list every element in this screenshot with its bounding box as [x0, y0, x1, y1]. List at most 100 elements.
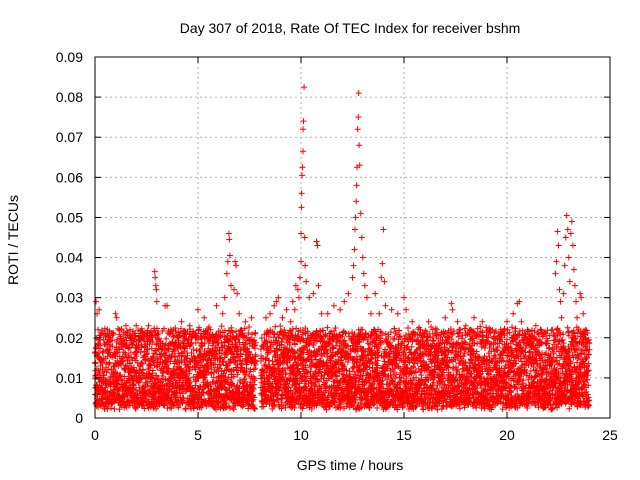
data-point	[264, 351, 271, 358]
data-point	[207, 383, 214, 390]
data-point	[142, 356, 149, 363]
data-point	[109, 329, 116, 336]
data-point	[252, 339, 259, 346]
data-point	[106, 360, 113, 367]
chart-title: Day 307 of 2018, Rate Of TEC Index for r…	[180, 20, 521, 36]
data-point	[229, 329, 236, 336]
data-point	[186, 379, 193, 386]
data-point	[170, 333, 177, 340]
data-point	[119, 344, 126, 351]
data-point	[249, 331, 256, 338]
data-point	[161, 342, 168, 349]
data-point	[106, 347, 113, 354]
data-point	[292, 401, 299, 408]
data-point	[264, 327, 271, 334]
data-point	[291, 349, 298, 356]
data-point	[291, 341, 298, 348]
data-point	[149, 339, 156, 346]
data-point	[296, 384, 303, 391]
data-point	[287, 387, 294, 394]
data-point	[320, 327, 327, 334]
data-point	[241, 379, 248, 386]
data-point	[143, 351, 150, 358]
data-point	[276, 387, 283, 394]
data-point	[291, 404, 298, 411]
data-point	[166, 404, 173, 411]
data-point	[334, 338, 341, 345]
data-point	[133, 353, 140, 360]
data-point	[299, 405, 306, 412]
data-point	[165, 345, 172, 352]
data-point	[182, 406, 189, 413]
data-point	[330, 331, 337, 338]
data-point	[313, 338, 320, 345]
data-point	[343, 372, 350, 379]
data-point	[111, 405, 118, 412]
data-point	[242, 389, 249, 396]
data-point	[126, 344, 133, 351]
data-point	[132, 405, 139, 412]
data-point	[234, 347, 241, 354]
data-point	[148, 345, 155, 352]
data-point	[118, 361, 125, 368]
data-point	[169, 351, 176, 358]
data-point	[234, 371, 241, 378]
data-point	[295, 369, 302, 376]
data-point	[144, 327, 151, 334]
data-point	[358, 404, 365, 411]
data-point	[99, 359, 106, 366]
data-point	[128, 354, 135, 361]
data-point	[250, 366, 257, 373]
data-point	[156, 335, 163, 342]
data-point	[129, 342, 136, 349]
data-point	[262, 362, 269, 368]
data-point	[126, 360, 133, 367]
data-point	[184, 352, 191, 359]
data-point	[278, 341, 285, 348]
data-point	[269, 358, 276, 365]
data-point	[95, 353, 102, 360]
data-point	[212, 348, 219, 355]
data-point	[190, 405, 197, 412]
data-point	[134, 327, 141, 334]
data-point	[242, 371, 249, 378]
data-point	[218, 323, 225, 330]
data-point	[109, 337, 116, 344]
data-point	[288, 346, 295, 353]
data-point	[262, 391, 269, 398]
data-point	[116, 406, 123, 413]
data-point	[220, 370, 227, 377]
data-point	[137, 349, 144, 356]
data-point	[239, 403, 246, 410]
data-point	[153, 325, 160, 332]
data-point	[275, 396, 282, 403]
data-point	[312, 382, 319, 389]
data-point	[357, 400, 364, 407]
data-point	[252, 351, 259, 358]
data-point	[341, 363, 348, 370]
data-point	[177, 325, 184, 332]
data-point	[251, 377, 258, 384]
data-point	[344, 359, 351, 366]
data-point	[159, 372, 166, 379]
data-point	[176, 389, 183, 396]
data-point	[345, 343, 352, 350]
data-point	[335, 356, 342, 363]
data-point	[241, 325, 248, 332]
data-point	[320, 375, 327, 382]
data-point	[199, 343, 206, 350]
data-point	[332, 394, 339, 401]
data-point	[341, 337, 348, 344]
data-point	[141, 337, 148, 344]
data-point	[240, 402, 247, 409]
data-point	[148, 374, 155, 381]
data-point	[243, 365, 250, 372]
data-point	[145, 366, 152, 373]
data-point	[313, 402, 320, 409]
data-point	[323, 406, 330, 413]
data-point	[213, 406, 220, 413]
data-point	[318, 334, 325, 341]
data-point	[126, 379, 133, 386]
data-point	[167, 341, 174, 348]
